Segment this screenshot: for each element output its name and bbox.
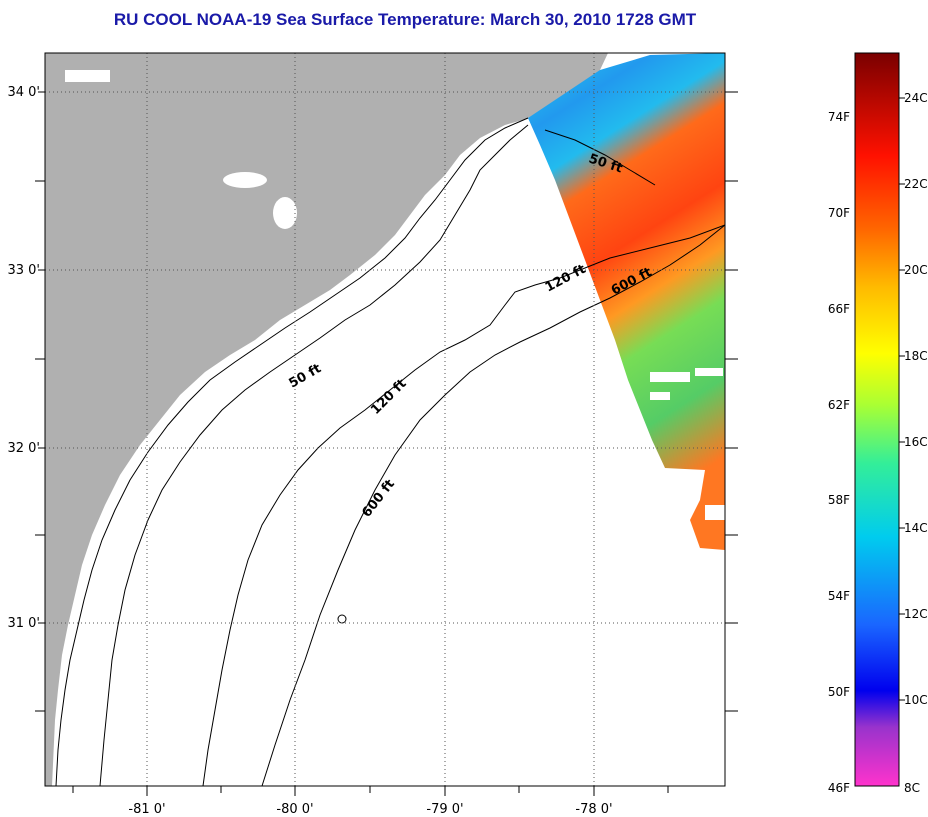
colorbar-f-label: 62F: [828, 398, 850, 412]
colorbar-f-label: 74F: [828, 110, 850, 124]
lon-label: -78 0': [575, 802, 612, 817]
lat-label: 32 0': [7, 441, 40, 456]
coastline: [55, 117, 529, 786]
colorbar-f-label: 54F: [828, 589, 850, 603]
lake: [223, 172, 267, 188]
contour-50ft-north: [544, 129, 656, 186]
sst-swath: [528, 53, 725, 550]
colorbar-c-label: 22C: [904, 177, 928, 191]
lat-label: 34 0': [7, 85, 40, 100]
map-title: RU COOL NOAA-19 Sea Surface Temperature:…: [113, 10, 697, 29]
colorbar-c-label: 12C: [904, 607, 928, 621]
colorbar-c-label: 20C: [904, 263, 928, 277]
colorbar-f-label: 50F: [828, 685, 850, 699]
colorbar-ticks: [899, 97, 905, 701]
colorbar-f-label: 66F: [828, 302, 850, 316]
contour-600ft: [261, 224, 725, 786]
lake: [273, 197, 297, 229]
colorbar-c-label: 24C: [904, 91, 928, 105]
lake: [65, 70, 110, 82]
contour-120ft: [202, 224, 725, 786]
colorbar-c-label: 18C: [904, 349, 928, 363]
cloud-gap: [650, 372, 690, 382]
lon-label: -79 0': [426, 802, 463, 817]
lat-label: 31 0': [7, 616, 40, 631]
axis-ticks: [35, 91, 738, 796]
cloud-gap: [705, 505, 725, 520]
colorbar-f-label: 58F: [828, 493, 850, 507]
colorbar: [854, 52, 900, 787]
colorbar-c-label: 8C: [904, 781, 920, 795]
lat-lon-grid: [45, 53, 725, 786]
contour-50ft: [99, 124, 529, 786]
cloud-gap: [650, 392, 670, 400]
lat-label: 33 0': [7, 263, 40, 278]
colorbar-f-label: 46F: [828, 781, 850, 795]
colorbar-f-label: 70F: [828, 206, 850, 220]
land-mass: [45, 53, 608, 786]
lon-label: -80 0': [276, 802, 313, 817]
colorbar-c-label: 14C: [904, 521, 928, 535]
colorbar-c-label: 10C: [904, 693, 928, 707]
colorbar-c-label: 16C: [904, 435, 928, 449]
lon-label: -81 0': [128, 802, 165, 817]
cloud-gap: [695, 368, 723, 376]
